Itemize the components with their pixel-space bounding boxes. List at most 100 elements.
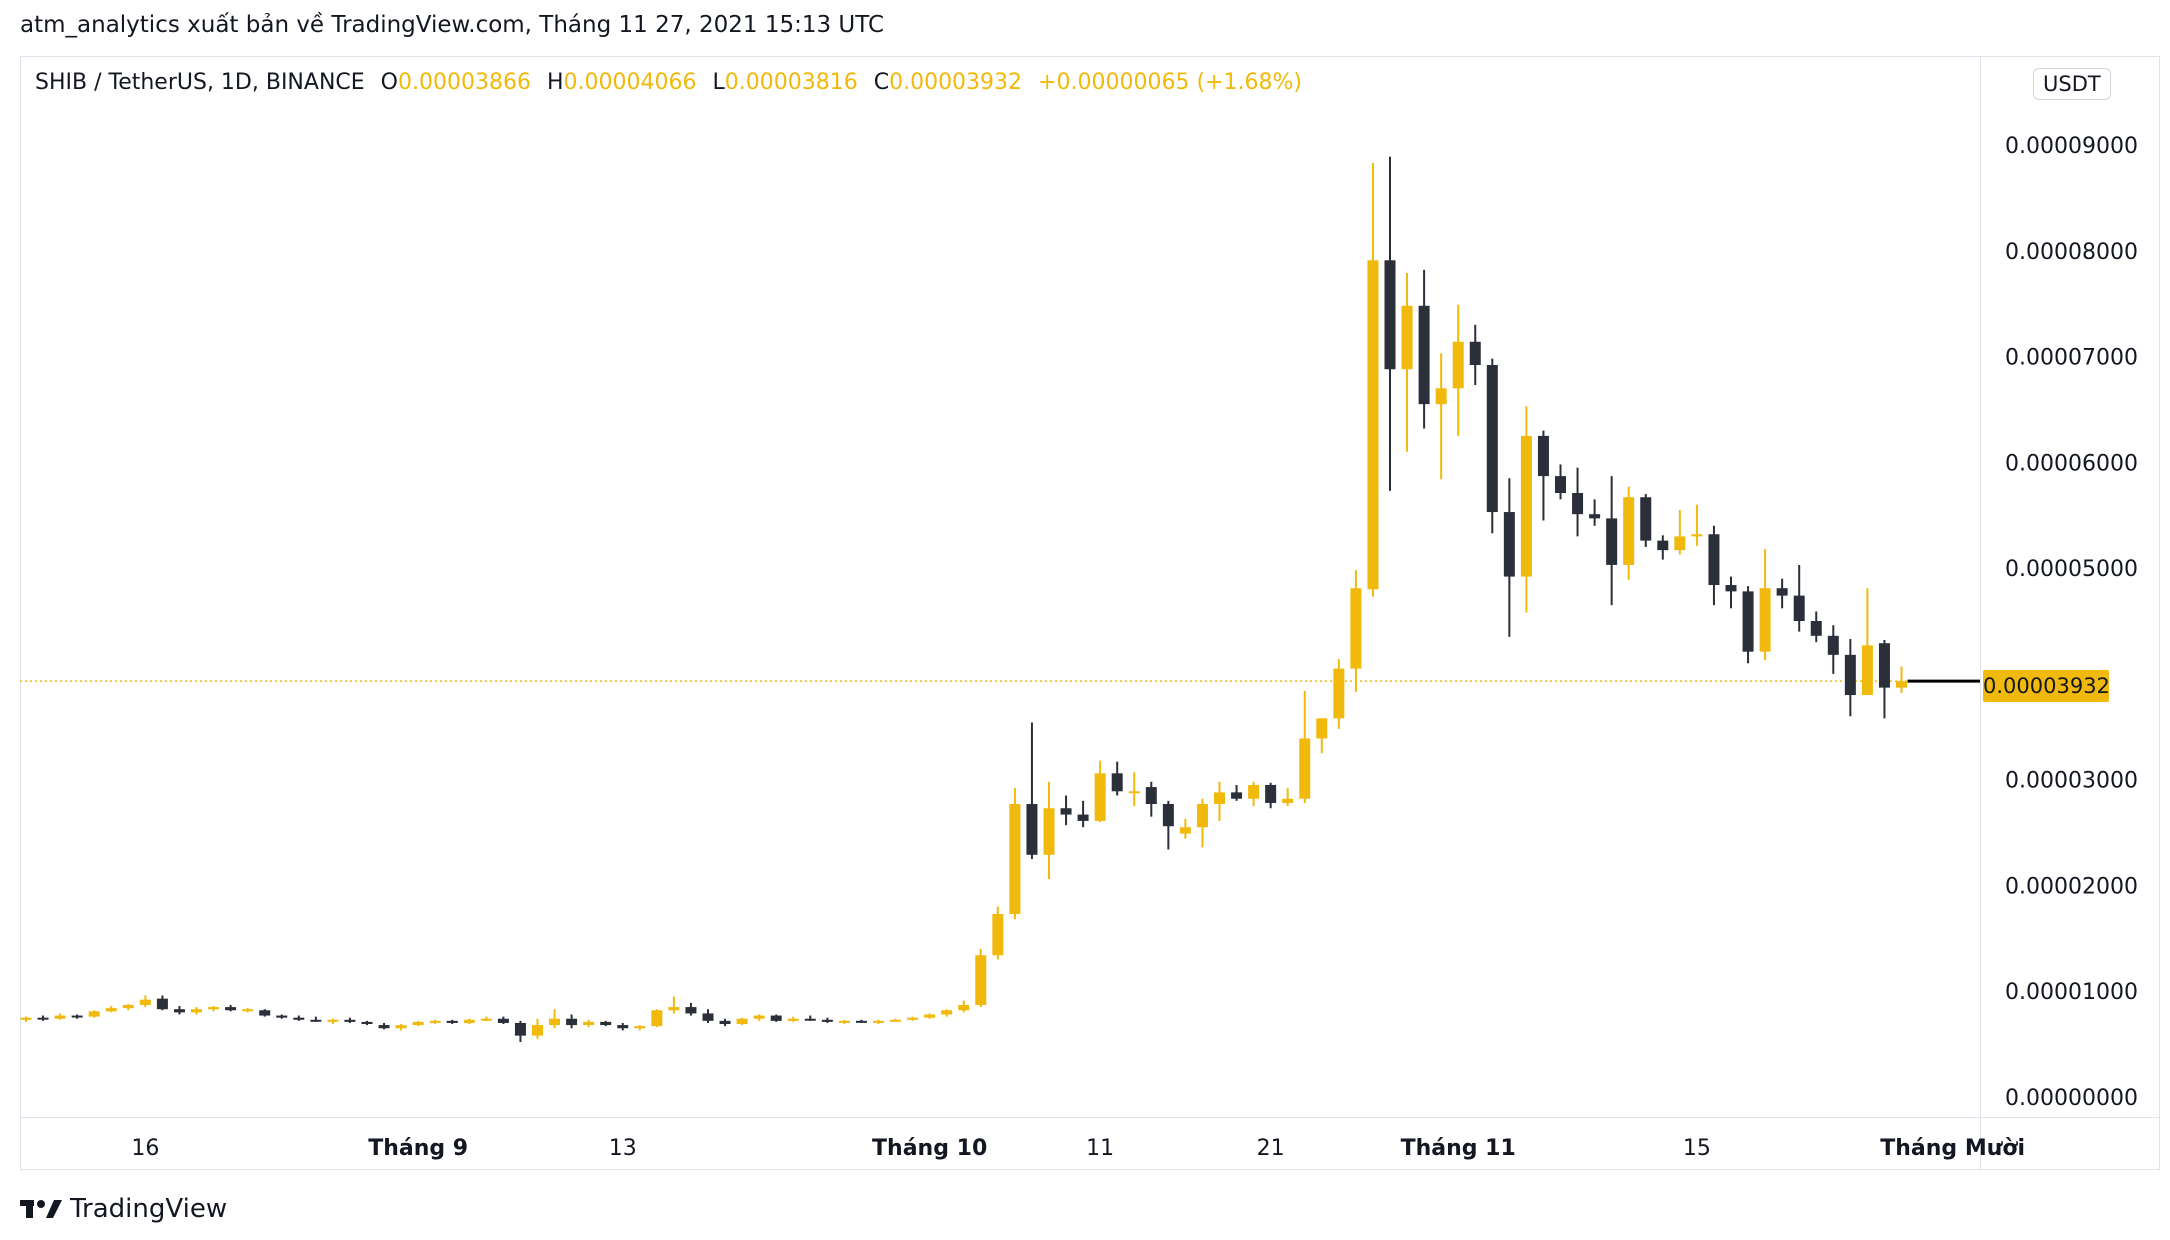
- candle[interactable]: [719, 1018, 731, 1027]
- candle[interactable]: [1196, 798, 1208, 848]
- candle[interactable]: [1231, 784, 1243, 801]
- candle[interactable]: [1486, 358, 1498, 534]
- candle[interactable]: [804, 1015, 816, 1021]
- candle[interactable]: [736, 1017, 748, 1026]
- candle[interactable]: [1674, 509, 1686, 555]
- candle[interactable]: [1776, 578, 1788, 609]
- candle[interactable]: [1128, 772, 1140, 807]
- candle[interactable]: [122, 1003, 134, 1011]
- candle[interactable]: [1589, 499, 1601, 526]
- candle[interactable]: [327, 1018, 339, 1025]
- candle[interactable]: [1725, 576, 1737, 609]
- candle[interactable]: [1162, 800, 1174, 850]
- candle[interactable]: [1572, 467, 1584, 537]
- candle[interactable]: [1179, 818, 1191, 839]
- tradingview-brand[interactable]: TradingView: [20, 1194, 227, 1224]
- candle[interactable]: [1094, 760, 1106, 822]
- candle[interactable]: [276, 1014, 288, 1019]
- candle[interactable]: [225, 1004, 237, 1012]
- candle[interactable]: [1691, 504, 1703, 546]
- candle[interactable]: [1026, 722, 1038, 859]
- candle[interactable]: [173, 1006, 185, 1015]
- candle[interactable]: [617, 1022, 629, 1031]
- candle[interactable]: [992, 906, 1004, 960]
- candle[interactable]: [975, 948, 987, 1008]
- candle[interactable]: [1793, 564, 1805, 632]
- candle[interactable]: [1520, 406, 1532, 613]
- candle[interactable]: [293, 1015, 305, 1021]
- candle[interactable]: [1623, 486, 1635, 580]
- candle[interactable]: [1077, 800, 1089, 828]
- candle[interactable]: [1640, 494, 1652, 547]
- candle[interactable]: [54, 1013, 66, 1020]
- candle[interactable]: [139, 995, 151, 1008]
- candle[interactable]: [651, 1009, 663, 1028]
- candle[interactable]: [88, 1010, 100, 1018]
- candle[interactable]: [821, 1017, 833, 1023]
- candle[interactable]: [412, 1020, 424, 1027]
- candle[interactable]: [1418, 269, 1430, 429]
- candle[interactable]: [1299, 690, 1311, 803]
- currency-button[interactable]: USDT: [2033, 68, 2111, 100]
- candle[interactable]: [634, 1025, 646, 1031]
- candle[interactable]: [1043, 781, 1055, 880]
- candle[interactable]: [1265, 782, 1277, 809]
- candle[interactable]: [1333, 659, 1345, 729]
- candle[interactable]: [242, 1008, 254, 1013]
- candle[interactable]: [259, 1009, 271, 1017]
- candle[interactable]: [1452, 304, 1464, 436]
- candle[interactable]: [395, 1024, 407, 1031]
- candle[interactable]: [583, 1019, 595, 1028]
- candle[interactable]: [1384, 156, 1396, 491]
- candle[interactable]: [191, 1007, 202, 1015]
- candle[interactable]: [1214, 781, 1225, 821]
- candle[interactable]: [1469, 324, 1481, 386]
- candle[interactable]: [1657, 535, 1669, 560]
- candle[interactable]: [1537, 430, 1549, 521]
- candle[interactable]: [1742, 586, 1754, 664]
- candle[interactable]: [1111, 761, 1123, 796]
- candle[interactable]: [566, 1014, 578, 1029]
- candle[interactable]: [429, 1019, 441, 1025]
- candle[interactable]: [838, 1019, 850, 1025]
- candle[interactable]: [941, 1009, 953, 1017]
- candle[interactable]: [1555, 464, 1566, 500]
- candle[interactable]: [378, 1022, 390, 1030]
- candle[interactable]: [1861, 588, 1873, 696]
- candle[interactable]: [1844, 638, 1856, 717]
- candle[interactable]: [685, 1002, 697, 1016]
- candle[interactable]: [1503, 478, 1515, 637]
- candle[interactable]: [1009, 788, 1021, 920]
- candle[interactable]: [1827, 625, 1839, 674]
- candle[interactable]: [156, 995, 168, 1011]
- candle[interactable]: [1282, 788, 1294, 807]
- candle[interactable]: [753, 1014, 765, 1021]
- candle[interactable]: [600, 1020, 612, 1027]
- candle[interactable]: [1367, 162, 1379, 597]
- candle[interactable]: [1896, 666, 1907, 693]
- candle[interactable]: [1401, 272, 1413, 452]
- symbol-title[interactable]: SHIB / TetherUS, 1D, BINANCE: [35, 70, 365, 95]
- candle[interactable]: [1060, 795, 1072, 826]
- candle[interactable]: [958, 1000, 970, 1013]
- candle[interactable]: [1708, 525, 1720, 606]
- candle[interactable]: [463, 1018, 475, 1025]
- candle[interactable]: [873, 1019, 884, 1025]
- candle[interactable]: [20, 1016, 32, 1022]
- candle[interactable]: [208, 1006, 220, 1012]
- candle[interactable]: [770, 1014, 782, 1022]
- candle[interactable]: [1435, 353, 1447, 480]
- candle[interactable]: [1350, 570, 1362, 692]
- candle[interactable]: [497, 1016, 509, 1025]
- candle[interactable]: [514, 1020, 526, 1042]
- candle[interactable]: [480, 1016, 492, 1021]
- candle[interactable]: [1878, 640, 1890, 719]
- candle[interactable]: [890, 1018, 902, 1022]
- candle[interactable]: [71, 1014, 83, 1019]
- candle[interactable]: [37, 1015, 49, 1021]
- candle[interactable]: [702, 1009, 714, 1023]
- candle[interactable]: [668, 996, 680, 1014]
- candle[interactable]: [1759, 549, 1771, 661]
- candle[interactable]: [924, 1013, 936, 1019]
